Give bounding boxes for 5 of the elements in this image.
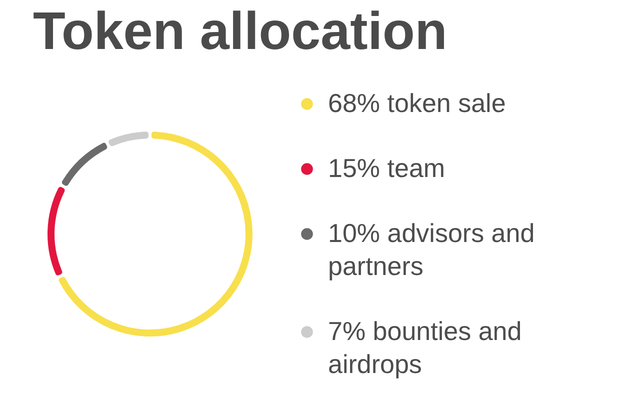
legend-label: 7% bounties and airdrops — [328, 316, 522, 379]
chart-title: Token allocation — [33, 2, 448, 61]
legend-label: 68% token sale — [328, 88, 506, 118]
legend-label: 10% advisors and partners — [328, 218, 535, 281]
legend-label: 15% team — [328, 153, 446, 183]
